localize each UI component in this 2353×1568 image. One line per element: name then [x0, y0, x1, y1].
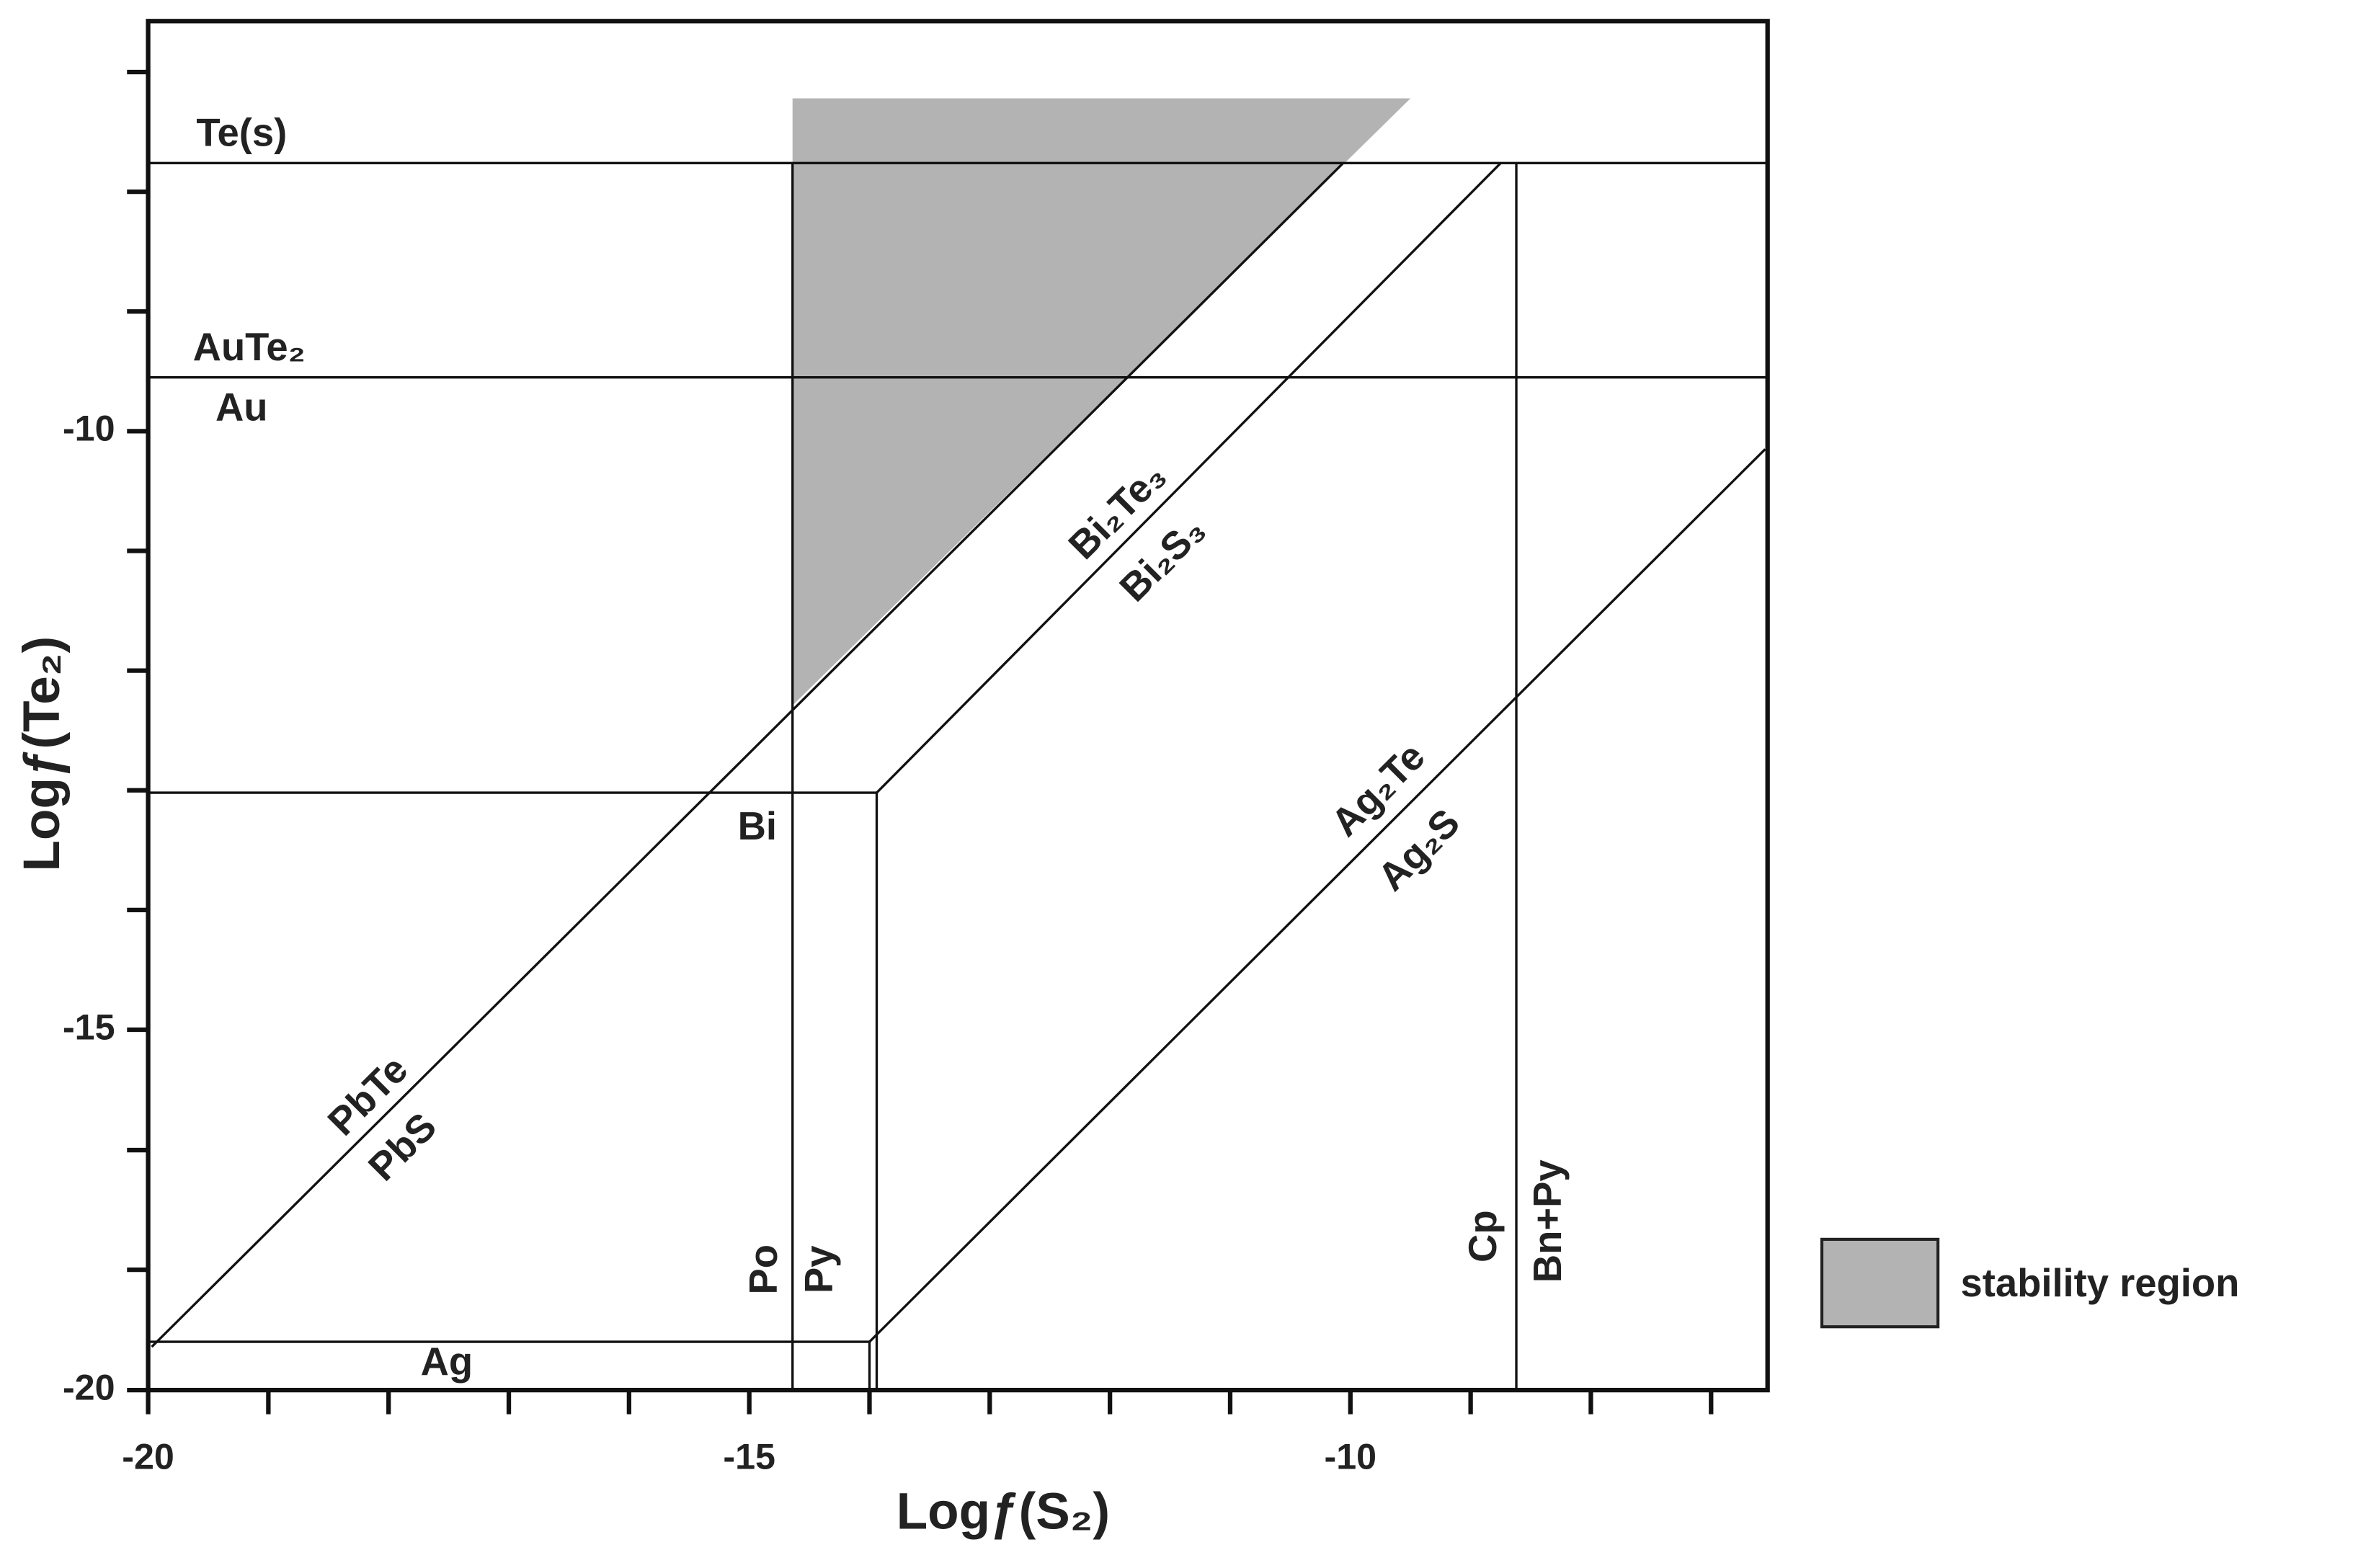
region-label: Ag [421, 1340, 473, 1384]
x-tick-label: -15 [723, 1437, 775, 1477]
x-tick-label: -10 [1325, 1437, 1377, 1477]
region-label: AuTe₂ [193, 325, 306, 369]
region-label: Au [215, 385, 268, 429]
phase-boundary [151, 162, 1344, 1348]
x-axis-title: Logƒ(S₂) [897, 1484, 1110, 1541]
region-label: Bn+Py [1526, 1159, 1570, 1283]
legend-swatch [1820, 1237, 1940, 1329]
region-label: Cp [1461, 1210, 1505, 1262]
legend-label: stability region [1961, 1261, 2240, 1305]
phase-boundary [876, 162, 1502, 794]
y-axis-title: Logƒ(Te₂) [14, 636, 71, 872]
y-tick-label: -20 [63, 1367, 115, 1407]
plot-frame [146, 19, 1770, 1393]
y-tick-label: -10 [63, 409, 115, 449]
region-label: Te(s) [196, 111, 287, 155]
phase-boundary [868, 448, 1766, 1343]
region-label: Bi [738, 804, 777, 848]
y-tick-label: -15 [63, 1007, 115, 1047]
legend: stability region [1820, 1237, 2240, 1329]
region-label: Ag₂S [1369, 801, 1468, 899]
region-label: Py [797, 1245, 841, 1293]
region-label: Po [742, 1244, 786, 1295]
x-tick-label: -20 [122, 1437, 174, 1477]
